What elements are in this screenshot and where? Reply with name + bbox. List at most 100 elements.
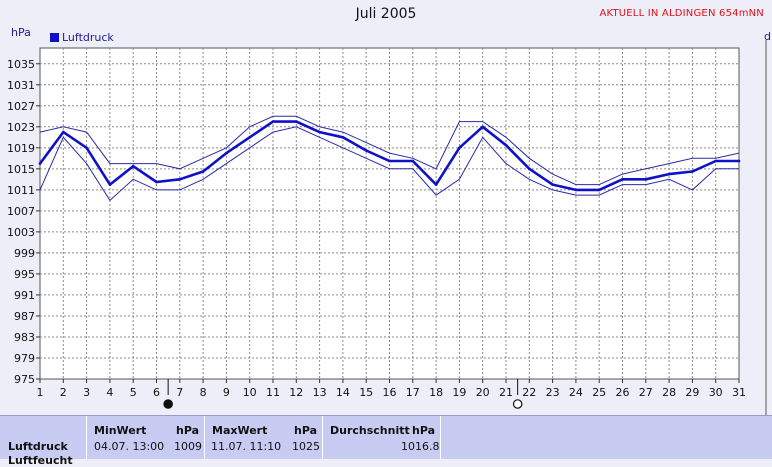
data-point bbox=[131, 164, 135, 168]
y-axis-unit: hPa bbox=[11, 26, 31, 39]
legend-label: Luftdruck bbox=[62, 31, 114, 44]
data-point bbox=[62, 130, 65, 134]
y-tick-label: 999 bbox=[14, 247, 35, 260]
x-tick-label: 28 bbox=[662, 386, 676, 399]
x-tick-label: 7 bbox=[176, 386, 183, 399]
x-tick-label: 9 bbox=[223, 386, 230, 399]
new-moon-icon bbox=[163, 399, 173, 409]
data-point bbox=[714, 159, 717, 163]
series-line-min bbox=[39, 126, 739, 202]
data-point bbox=[574, 188, 578, 192]
avg-header: Durchschnitt bbox=[330, 424, 410, 437]
y-tick-label: 1035 bbox=[7, 58, 35, 71]
max-value: 1025 bbox=[292, 440, 320, 453]
stats-table: Luftdruck Luftfeucht MinWert hPa 04.07. … bbox=[0, 415, 772, 467]
data-point bbox=[388, 159, 391, 163]
avg-value: 1016.8 bbox=[401, 440, 440, 453]
data-point bbox=[85, 146, 88, 150]
x-tick-label: 24 bbox=[569, 386, 583, 399]
y-tick-label: 1023 bbox=[7, 121, 35, 134]
stats-row-label: Luftdruck bbox=[8, 440, 68, 453]
x-tick-label: 13 bbox=[313, 386, 327, 399]
y-tick-label: 975 bbox=[14, 373, 35, 386]
x-tick-label: 8 bbox=[200, 386, 207, 399]
stats-row-label-2: Luftfeucht bbox=[8, 454, 73, 467]
y-tick-label: 1007 bbox=[7, 205, 35, 218]
data-point bbox=[481, 125, 485, 129]
min-time: 04.07. 13:00 bbox=[94, 440, 165, 453]
y-tick-label: 1031 bbox=[7, 79, 35, 92]
y-tick-label: 1015 bbox=[7, 163, 35, 176]
x-tick-label: 16 bbox=[383, 386, 397, 399]
data-point bbox=[621, 178, 624, 181]
x-tick-label: 11 bbox=[266, 386, 280, 399]
y-tick-label: 1003 bbox=[7, 226, 35, 239]
max-time: 11.07. 11:10 bbox=[211, 440, 282, 453]
y-tick-label: 979 bbox=[14, 352, 35, 365]
x-tick-label: 2 bbox=[60, 386, 67, 399]
pressure-chart: 1 2 3 4 5 6 7 8 9 10 11 12 13 14 15 16 17 18 19 20 21 22 23 24 2… bbox=[7, 40, 767, 415]
data-point bbox=[108, 183, 112, 186]
right-axis-unit: d bbox=[764, 30, 771, 43]
average-value-cell: Durchschnitt hPa 1016.8 bbox=[323, 416, 441, 459]
y-tick-label: 1019 bbox=[7, 142, 35, 155]
y-tick-label: 983 bbox=[14, 331, 35, 344]
x-tick-label: 15 bbox=[359, 386, 373, 399]
data-point bbox=[318, 130, 321, 134]
data-point bbox=[155, 180, 158, 184]
x-tick-label: 20 bbox=[476, 386, 490, 399]
legend: Luftdruck bbox=[50, 31, 114, 44]
max-header: MaxWert bbox=[212, 424, 268, 437]
min-unit: hPa bbox=[176, 424, 200, 437]
station-label: AKTUELL IN ALDINGEN 654mNN bbox=[599, 8, 764, 19]
full-moon-icon bbox=[512, 399, 523, 409]
y-tick-label: 987 bbox=[14, 310, 35, 323]
x-tick-label: 27 bbox=[639, 386, 653, 399]
x-tick-label: 19 bbox=[452, 386, 466, 399]
min-header: MinWert bbox=[94, 424, 147, 437]
data-point bbox=[225, 151, 228, 155]
chart-title: Juli 2005 bbox=[355, 6, 417, 22]
x-tick-label: 31 bbox=[732, 386, 746, 399]
data-point bbox=[38, 162, 42, 165]
min-value: 1009 bbox=[174, 440, 202, 453]
data-point bbox=[295, 120, 298, 123]
data-point bbox=[178, 178, 182, 181]
data-point bbox=[528, 167, 531, 171]
x-tick-label: 17 bbox=[406, 386, 420, 399]
x-tick-label: 22 bbox=[522, 386, 536, 399]
data-point bbox=[271, 120, 275, 123]
x-tick-label: 18 bbox=[429, 386, 443, 399]
data-point bbox=[644, 178, 648, 181]
y-tick-label: 995 bbox=[14, 268, 35, 281]
series-line-max bbox=[39, 115, 740, 186]
min-value-cell: MinWert hPa 04.07. 13:00 1009 bbox=[87, 416, 205, 459]
x-tick-label: 26 bbox=[616, 386, 630, 399]
data-point bbox=[504, 143, 508, 147]
data-point bbox=[434, 183, 438, 186]
data-point bbox=[737, 159, 741, 163]
x-tick-label: 1 bbox=[37, 386, 44, 399]
x-tick-label: 30 bbox=[709, 386, 723, 399]
data-point bbox=[667, 172, 671, 176]
x-tick-label: 29 bbox=[685, 386, 699, 399]
x-tick-label: 6 bbox=[153, 386, 160, 399]
data-point bbox=[341, 136, 345, 139]
x-tick-label: 25 bbox=[592, 386, 606, 399]
y-tick-label: 1011 bbox=[7, 184, 35, 197]
data-point bbox=[691, 170, 694, 173]
data-point bbox=[551, 183, 554, 186]
x-tick-label: 14 bbox=[336, 386, 350, 399]
avg-unit: hPa bbox=[412, 424, 436, 437]
data-point bbox=[597, 188, 601, 192]
max-value-cell: MaxWert hPa 11.07. 11:10 1025 bbox=[205, 416, 323, 459]
x-tick-label: 23 bbox=[546, 386, 560, 399]
x-tick-label: 21 bbox=[499, 386, 513, 399]
y-tick-label: 1027 bbox=[7, 100, 35, 113]
data-point bbox=[201, 170, 205, 173]
data-point bbox=[248, 136, 251, 139]
stats-label-column: Luftdruck Luftfeucht bbox=[0, 416, 87, 467]
x-tick-label: 3 bbox=[83, 386, 90, 399]
max-unit: hPa bbox=[294, 424, 318, 437]
data-point bbox=[458, 146, 461, 150]
